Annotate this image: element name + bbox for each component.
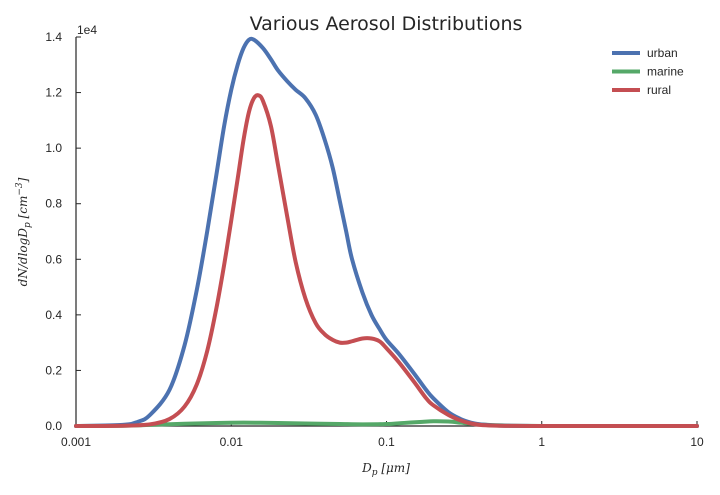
y-tick-label: 1.4 xyxy=(45,30,62,44)
chart-title: Various Aerosol Distributions xyxy=(250,13,523,35)
x-tick-label: 1 xyxy=(538,435,545,449)
legend-label: rural xyxy=(647,83,671,97)
legend-label: urban xyxy=(647,46,678,60)
axes: 0.001 0.01 0.1 1 10 0.0 0.2 0.4 0.6 0.8 1.0 1.2 1.4 xyxy=(45,30,704,449)
x-tick-label: 0.01 xyxy=(220,435,244,449)
legend-item-marine: marine xyxy=(612,65,684,79)
y-tick-label: 0.8 xyxy=(45,197,62,211)
y-tick-label: 1.2 xyxy=(45,86,62,100)
y-tick-label: 0.0 xyxy=(45,419,62,433)
y-tick-label: 1.0 xyxy=(45,141,62,155)
x-tick-label: 0.1 xyxy=(378,435,395,449)
series-rural-line xyxy=(74,93,699,428)
legend-item-rural: rural xyxy=(612,83,671,97)
y-multiplier-label: 1e4 xyxy=(77,23,97,37)
series-urban-line xyxy=(74,36,699,428)
series-layer xyxy=(74,36,699,428)
y-tick-label: 0.4 xyxy=(45,308,62,322)
y-tick-label: 0.2 xyxy=(45,363,62,377)
y-axis-label: dN/dlogDp [cm−3] xyxy=(15,177,33,286)
legend: urban marine rural xyxy=(612,46,684,97)
legend-item-urban: urban xyxy=(612,46,678,60)
y-tick-label: 0.6 xyxy=(45,252,62,266)
x-tick-label: 0.001 xyxy=(61,435,91,449)
legend-label: marine xyxy=(647,65,684,79)
x-axis-label: Dp [μm] xyxy=(361,461,410,478)
x-tick-label: 10 xyxy=(690,435,704,449)
